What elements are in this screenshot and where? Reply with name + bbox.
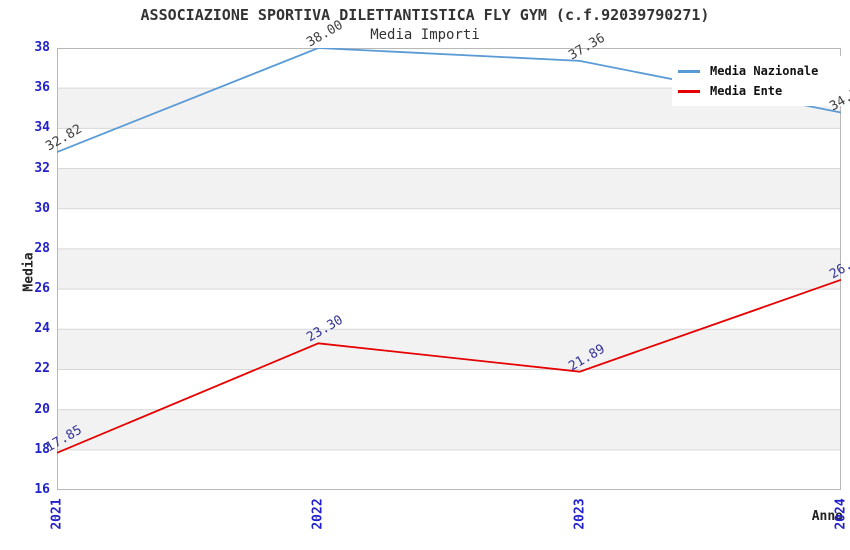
y-tick-label: 36: [34, 80, 50, 96]
x-tick-label: 2023: [572, 498, 588, 530]
plot-band: [57, 449, 841, 490]
y-tick-label: 34: [34, 120, 50, 136]
chart-title: ASSOCIAZIONE SPORTIVA DILETTANTISTICA FL…: [140, 6, 710, 24]
plot-band: [57, 369, 841, 410]
legend-item-label: Media Ente: [710, 84, 783, 98]
y-tick-label: 22: [34, 361, 50, 377]
x-axis-label: Anno: [811, 509, 843, 524]
legend-item-label: Media Nazionale: [710, 64, 819, 78]
plot-band: [57, 128, 841, 169]
legend-line-swatch: [678, 89, 700, 93]
y-tick-label: 20: [34, 401, 50, 417]
x-tick-label: 2021: [49, 498, 65, 530]
series-line-media-ente: [57, 278, 841, 454]
plot-area: [57, 48, 841, 490]
plot-band: [57, 248, 841, 290]
legend-item: Media Ente: [678, 81, 838, 101]
y-tick-label: 18: [34, 441, 50, 457]
y-tick-label: 38: [34, 40, 50, 55]
plot-frame: [57, 48, 841, 490]
legend-item: Media Nazionale: [678, 61, 838, 81]
plot-band: [57, 289, 841, 330]
y-tick-label: 32: [34, 160, 50, 176]
x-tick-label: 2022: [310, 498, 326, 530]
y-tick-label: 26: [34, 281, 50, 297]
chart-subtitle: Media Importi: [370, 27, 480, 43]
y-tick-label: 28: [34, 240, 50, 256]
plot-band: [57, 409, 841, 450]
legend: Media Nazionale Media Ente: [672, 56, 844, 106]
y-tick-label: 16: [34, 482, 50, 497]
y-tick-label: 24: [34, 321, 50, 337]
y-tick-label: 30: [34, 200, 50, 216]
plot-band: [57, 329, 841, 370]
plot-band: [57, 208, 841, 249]
x-tick-label: 2024: [833, 498, 849, 530]
legend-line-swatch: [678, 69, 700, 73]
plot-band: [57, 168, 841, 209]
